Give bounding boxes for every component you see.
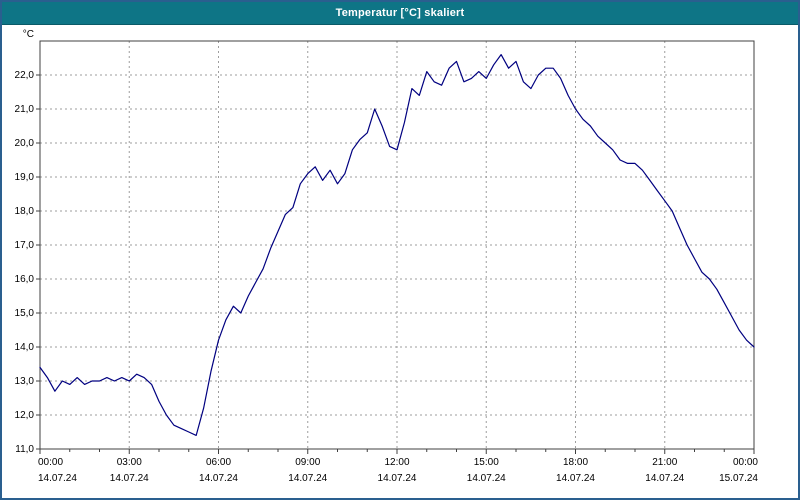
x-tick-time-label: 09:00	[295, 457, 320, 468]
plot-border	[39, 40, 755, 450]
x-tick-date-label: 14.07.24	[38, 473, 77, 484]
x-tick-date-label: 14.07.24	[467, 473, 506, 484]
chart-title-bar: Temperatur [°C] skaliert	[2, 2, 798, 25]
x-tick-time-label: 18:00	[563, 457, 588, 468]
chart-area: 11,0 12,0 13,0 14,0 15,0 16,0 17,0 18,0 19,0 20,0…	[2, 25, 798, 498]
x-tick-time-label: 12:00	[384, 457, 409, 468]
y-tick-label: 13,0	[15, 376, 35, 387]
y-tick-label: 19,0	[15, 172, 35, 183]
y-tick-label: 18,0	[15, 206, 35, 217]
y-tick-label: 14,0	[15, 342, 35, 353]
temperature-series-line	[39, 54, 755, 436]
y-tick-label: 16,0	[15, 274, 35, 285]
y-tick-label: 11,0	[15, 444, 34, 455]
y-tick-label: 15,0	[15, 308, 35, 319]
x-tick-date-label: 14.07.24	[288, 473, 327, 484]
y-axis-unit-label: °C	[23, 29, 34, 40]
x-tick-time-label: 00:00	[733, 457, 758, 468]
x-tick-time-label: 06:00	[206, 457, 231, 468]
y-tick-label: 17,0	[15, 240, 35, 251]
x-tick-date-label: 14.07.24	[645, 473, 684, 484]
x-tick-date-label: 15.07.24	[719, 473, 758, 484]
y-tick-label: 20,0	[15, 138, 35, 149]
temperature-line-chart: 11,0 12,0 13,0 14,0 15,0 16,0 17,0 18,0 19,0 20,0…	[15, 29, 759, 484]
x-tick-time-label: 15:00	[474, 457, 499, 468]
x-tick-date-label: 14.07.24	[378, 473, 417, 484]
chart-title: Temperatur [°C] skaliert	[335, 7, 465, 19]
x-tick-date-label: 14.07.24	[556, 473, 595, 484]
y-tick-label: 22,0	[15, 70, 35, 81]
y-tick-label: 21,0	[15, 104, 35, 115]
x-tick-date-label: 14.07.24	[199, 473, 238, 484]
x-tick-time-label: 21:00	[652, 457, 677, 468]
y-tick-label: 12,0	[15, 410, 35, 421]
x-tick-date-label: 14.07.24	[110, 473, 149, 484]
x-tick-time-label: 00:00	[38, 457, 63, 468]
grid-lines	[36, 41, 755, 454]
x-tick-time-label: 03:00	[117, 457, 142, 468]
